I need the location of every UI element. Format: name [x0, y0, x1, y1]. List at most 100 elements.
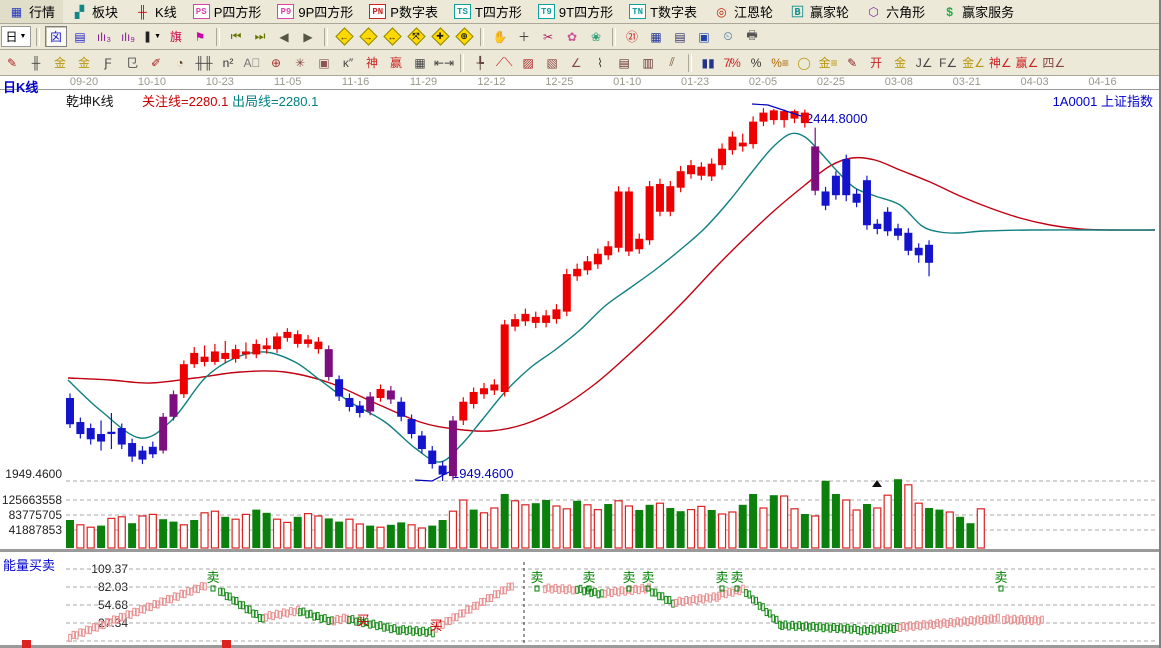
- gold-angle-button[interactable]: 金∠: [961, 52, 986, 73]
- k-lines-button[interactable]: ĸ″: [337, 52, 359, 73]
- gold-grid-2-button[interactable]: 金: [73, 52, 95, 73]
- four-angle-icon: 四∠: [1042, 56, 1066, 70]
- grid-3-button[interactable]: ▥: [637, 52, 659, 73]
- flag-tool-button[interactable]: 旗: [165, 26, 187, 47]
- coil-button[interactable]: 㔾: [121, 52, 143, 73]
- gold-grid-1-button[interactable]: 金: [49, 52, 71, 73]
- calculator-button[interactable]: ▦: [645, 26, 667, 47]
- bars-9-button[interactable]: ılı₉: [117, 26, 139, 47]
- target-grid-button[interactable]: ⊕: [265, 52, 287, 73]
- stretch-button[interactable]: ↔: [381, 26, 403, 47]
- menu-item-winner-service[interactable]: $ 赢家服务: [933, 0, 1022, 23]
- square-num-button[interactable]: n²: [217, 52, 239, 73]
- save-button[interactable]: ▣: [693, 26, 715, 47]
- pct-7-button[interactable]: 7̸%: [721, 52, 743, 73]
- refresh-time-button[interactable]: ⏲: [717, 26, 739, 47]
- pct-button[interactable]: %: [745, 52, 767, 73]
- menu-item-winner-wheel[interactable]: 🄱 赢家轮: [781, 0, 857, 23]
- grid-button[interactable]: ╫: [25, 52, 47, 73]
- gold-circle-button[interactable]: ◯: [793, 52, 815, 73]
- shift-right-button[interactable]: →: [357, 26, 379, 47]
- next-bar-button[interactable]: ▶: [297, 26, 319, 47]
- color-flag-button[interactable]: ⚑: [189, 26, 211, 47]
- shen-angle-button[interactable]: 神∠: [988, 52, 1013, 73]
- win-grid-button[interactable]: 赢: [385, 52, 407, 73]
- pen-2-button[interactable]: ✎: [841, 52, 863, 73]
- dense-grid-button[interactable]: ▦: [409, 52, 431, 73]
- win-angle-button[interactable]: 赢∠: [1015, 52, 1040, 73]
- grid-2-button[interactable]: ▤: [613, 52, 635, 73]
- calendar-button[interactable]: ㉑: [621, 26, 643, 47]
- mirror-button[interactable]: A⃥: [241, 52, 263, 73]
- wave-tool-button[interactable]: ⌇: [589, 52, 611, 73]
- first-bar-button[interactable]: ⏮: [225, 26, 247, 47]
- j-angle-button[interactable]: J∠: [913, 52, 935, 73]
- clock-cycle-button[interactable]: ◔: [169, 52, 191, 73]
- kline-chart-canvas[interactable]: 卖卖卖卖卖卖卖卖买买: [0, 89, 1161, 648]
- frame-tool-button[interactable]: ╄: [469, 52, 491, 73]
- arrow-glyph: ⤧: [412, 31, 420, 41]
- star-grid-button[interactable]: ✳: [289, 52, 311, 73]
- bars-tool-button[interactable]: ▮▮: [697, 52, 719, 73]
- menu-item-quotes[interactable]: ▦ 行情: [0, 0, 64, 23]
- menu-item-hexagon[interactable]: ⬡ 六角形: [857, 0, 933, 23]
- full-view-button[interactable]: ⊕: [453, 26, 475, 47]
- toolbar-drawing: ✎ ╫ 金金 Ƒ 㔾 ✐ ◔ ╫╫ n² A⃥ ⊕ ✳ ▣ ĸ″ 神赢 ▦ ⇤⇥ ╄ ⟋⟍ ▨ ▧ ∠ ⌇ ▤ ▥ ⫽ ▮▮ 7̸%%…: [0, 50, 1159, 76]
- menu-item-p-table[interactable]: PN P数字表: [361, 0, 446, 23]
- pen-button[interactable]: ✎: [1, 52, 23, 73]
- box-fan-2-button[interactable]: ▧: [541, 52, 563, 73]
- f-grid-button[interactable]: Ƒ: [97, 52, 119, 73]
- menu-item-label: 江恩轮: [734, 5, 774, 20]
- fan-lines-button[interactable]: ⟋⟍: [493, 52, 515, 73]
- menu-item-9t-square[interactable]: T9 9T四方形: [530, 0, 621, 23]
- shift-left-button[interactable]: ←: [333, 26, 355, 47]
- compress-button[interactable]: ⤧: [405, 26, 427, 47]
- network-chart-icon: 囟: [49, 30, 62, 44]
- shen-grid-button[interactable]: 神: [361, 52, 383, 73]
- date-tick: 04-03: [1020, 76, 1049, 88]
- width-tool-button[interactable]: ⇤⇥: [433, 52, 455, 73]
- print-button[interactable]: 🖶: [741, 26, 763, 47]
- menu-item-p-square[interactable]: PS P四方形: [185, 0, 270, 23]
- date-axis[interactable]: 09-20 10-10 10-23 11-05 11-16 11-29 12-12 12-25…: [0, 76, 1159, 89]
- arrow-glyph: →: [363, 31, 373, 42]
- menu-item-t-table[interactable]: TN T数字表: [621, 0, 705, 23]
- pan-hand-button[interactable]: ✋: [489, 26, 511, 47]
- network-chart-button[interactable]: 囟: [45, 26, 67, 47]
- prev-bar-button[interactable]: ◀: [273, 26, 295, 47]
- notepad-button[interactable]: ▤: [669, 26, 691, 47]
- open-tool-button[interactable]: 开: [865, 52, 887, 73]
- four-angle-button[interactable]: 四∠: [1041, 52, 1066, 73]
- box-fan-1-button[interactable]: ▨: [517, 52, 539, 73]
- svg-text:买: 买: [356, 613, 369, 628]
- gold-angle-0-icon: 金: [894, 56, 907, 70]
- menu-item-9p-square[interactable]: P9 9P四方形: [269, 0, 361, 23]
- bars-3-button[interactable]: ılı₃: [93, 26, 115, 47]
- crosshair-button[interactable]: ＋: [513, 26, 535, 47]
- menu-item-t-square[interactable]: TS T四方形: [446, 0, 530, 23]
- menu-item-label: 赢家轮: [810, 5, 850, 20]
- angle-lines-icon: ∠: [570, 55, 582, 70]
- color-flag-icon: ⚑: [194, 29, 206, 44]
- tool-button[interactable]: ❚ ▼: [141, 26, 163, 47]
- slashes-button[interactable]: ⫽: [661, 52, 683, 73]
- double-grid-button[interactable]: ╫╫: [193, 52, 215, 73]
- angle-lines-button[interactable]: ∠: [565, 52, 587, 73]
- brain-tool-button[interactable]: ✿: [561, 26, 583, 47]
- menu-item-sectors[interactable]: ▞ 板块: [63, 0, 126, 23]
- f-angle-button[interactable]: F∠: [937, 52, 959, 73]
- last-bar-button[interactable]: ⏭: [249, 26, 271, 47]
- menu-item-gann-wheel[interactable]: ◎ 江恩轮: [705, 0, 781, 23]
- gold-lines-button[interactable]: 金≡: [817, 52, 839, 73]
- gold-angle-0-button[interactable]: 金: [889, 52, 911, 73]
- box-grid-button[interactable]: ▣: [313, 52, 335, 73]
- pct-lines-button[interactable]: %≡: [769, 52, 791, 73]
- tool-button[interactable]: 日 ▼: [1, 26, 31, 47]
- cut-tool-button[interactable]: ✂: [537, 26, 559, 47]
- toolbar-separator: [324, 27, 328, 46]
- pattern-tool-button[interactable]: ❀: [585, 26, 607, 47]
- spray-button[interactable]: ✐: [145, 52, 167, 73]
- quote-list-button[interactable]: ▤: [69, 26, 91, 47]
- expand-button[interactable]: ✚: [429, 26, 451, 47]
- menu-item-kline[interactable]: ╫ K线: [126, 0, 185, 23]
